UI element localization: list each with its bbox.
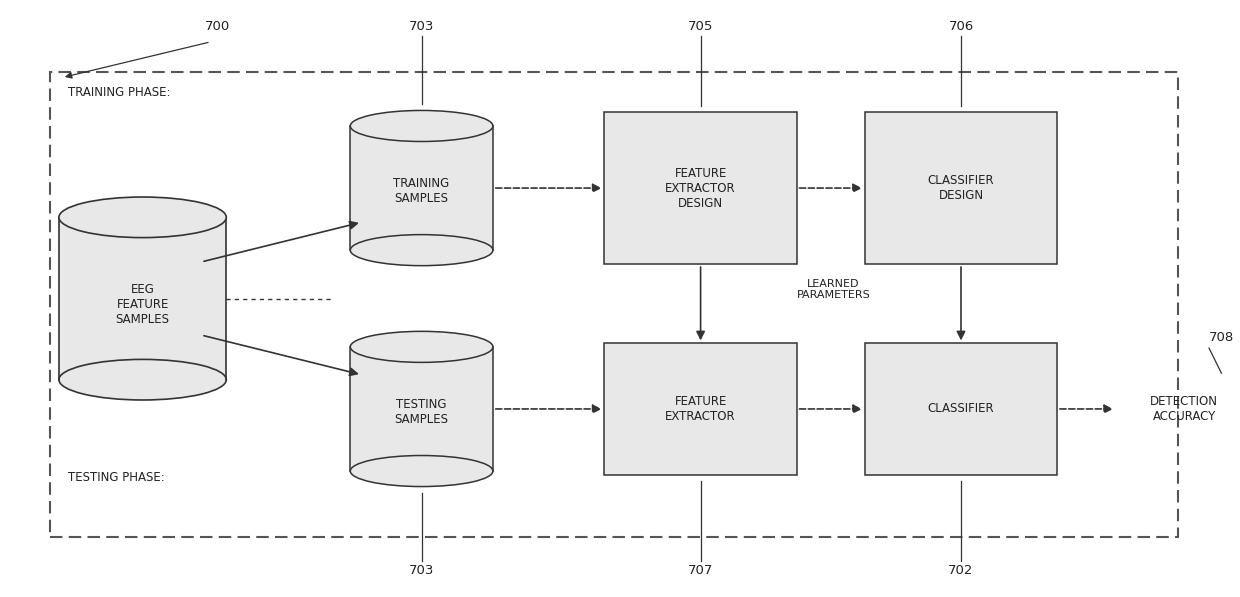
Text: 707: 707	[688, 564, 713, 577]
Bar	[60, 217, 226, 380]
Ellipse shape	[58, 197, 226, 238]
Text: TESTING PHASE:: TESTING PHASE:	[68, 471, 165, 484]
Text: 703: 703	[409, 20, 434, 33]
Bar	[866, 112, 1056, 264]
Bar	[50, 72, 1178, 537]
Bar	[866, 343, 1056, 475]
Bar	[351, 347, 492, 471]
Ellipse shape	[351, 331, 494, 362]
Text: TRAINING PHASE:: TRAINING PHASE:	[68, 86, 171, 99]
Text: FEATURE
EXTRACTOR
DESIGN: FEATURE EXTRACTOR DESIGN	[666, 167, 735, 210]
Text: 700: 700	[205, 20, 229, 33]
Ellipse shape	[58, 359, 226, 400]
Bar	[604, 343, 796, 475]
Ellipse shape	[351, 235, 494, 266]
Bar	[351, 126, 492, 250]
Text: FEATURE
EXTRACTOR: FEATURE EXTRACTOR	[666, 395, 735, 423]
Text: CLASSIFIER
DESIGN: CLASSIFIER DESIGN	[928, 174, 994, 202]
Text: 708: 708	[1209, 331, 1234, 344]
Text: DETECTION
ACCURACY: DETECTION ACCURACY	[1151, 395, 1218, 423]
Text: 702: 702	[949, 564, 973, 577]
Text: 706: 706	[949, 20, 973, 33]
Ellipse shape	[351, 110, 494, 141]
Text: EEG
FEATURE
SAMPLES: EEG FEATURE SAMPLES	[115, 283, 170, 326]
Text: CLASSIFIER: CLASSIFIER	[928, 402, 994, 416]
Text: TRAINING
SAMPLES: TRAINING SAMPLES	[393, 177, 450, 205]
Text: LEARNED
PARAMETERS: LEARNED PARAMETERS	[796, 279, 870, 300]
Text: TESTING
SAMPLES: TESTING SAMPLES	[394, 398, 449, 426]
Ellipse shape	[351, 456, 494, 487]
Bar	[604, 112, 796, 264]
Text: 705: 705	[688, 20, 713, 33]
Text: 703: 703	[409, 564, 434, 577]
